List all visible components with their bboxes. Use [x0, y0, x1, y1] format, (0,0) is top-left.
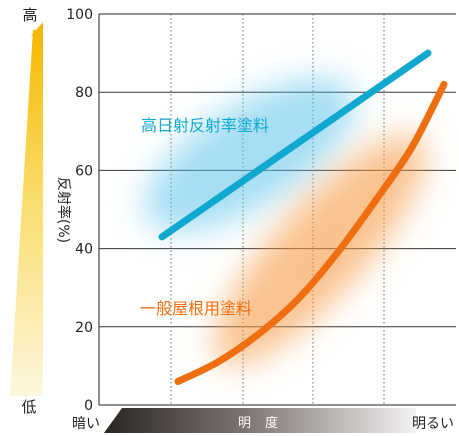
y-tick-label-100: 100 — [66, 7, 93, 23]
y-gradient-arrowhead — [31, 22, 43, 36]
orange-glow — [214, 134, 426, 366]
y-tick-label-0: 0 — [84, 398, 93, 414]
x-right-label: 明るい — [412, 416, 454, 432]
blue-glow — [144, 78, 356, 232]
y-gradient-indicator — [10, 30, 43, 396]
y-top-label: 高 — [22, 6, 37, 24]
y-tick-label-80: 80 — [75, 85, 93, 101]
x-axis-title: 明度 — [238, 415, 292, 431]
series-label-high: 高日射反射率塗料 — [141, 116, 269, 135]
series-line-1 — [174, 80, 448, 386]
y-tick-label-40: 40 — [75, 242, 93, 258]
x-left-label: 暗い — [72, 416, 100, 432]
series-label-normal: 一般屋根用塗料 — [140, 299, 252, 318]
y-ticks: 0 20 40 60 80 100 — [66, 7, 93, 414]
y-axis-title: 反射率(%) — [55, 177, 72, 243]
y-bottom-label: 低 — [21, 398, 36, 416]
x-gradient-indicator — [104, 408, 416, 433]
series-lines — [158, 49, 448, 386]
y-tick-label-60: 60 — [75, 163, 93, 179]
y-tick-label-20: 20 — [75, 320, 93, 336]
series-line-0 — [158, 49, 432, 241]
